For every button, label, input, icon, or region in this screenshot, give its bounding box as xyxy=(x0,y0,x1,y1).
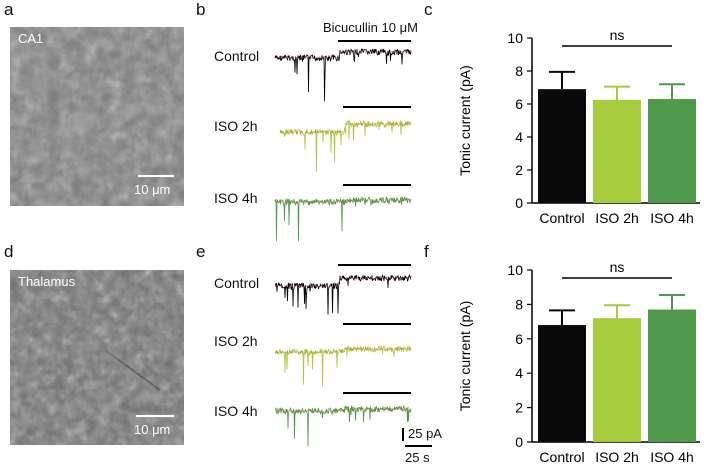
drug-bar xyxy=(338,264,411,266)
y-tick-label: 4 xyxy=(515,365,523,381)
micrograph-scale-bar xyxy=(138,175,174,177)
y-tick-label: 2 xyxy=(515,162,523,178)
x-tick-label: ISO 4h xyxy=(650,210,694,226)
micrograph-region-label: CA1 xyxy=(18,31,44,46)
panel-label-e: e xyxy=(196,242,206,261)
y-tick-label: 8 xyxy=(515,63,523,79)
trace-label-control: Control xyxy=(214,48,260,64)
drug-bar xyxy=(343,184,411,186)
y-tick-label: 4 xyxy=(515,129,523,145)
trace-iso-4h xyxy=(274,404,412,447)
bar-control xyxy=(538,89,586,203)
bar-chart-f: 0 2 4 6 8 10 Tonic current (pA) Control ISO 2h IS… xyxy=(457,259,700,465)
y-tick-label: 6 xyxy=(515,96,523,112)
y-tick-label: 2 xyxy=(515,400,523,416)
trace-control xyxy=(274,48,412,102)
y-tick-label: 8 xyxy=(515,296,523,312)
micrograph-thalamus: Thalamus 10 μm xyxy=(10,270,184,445)
micrograph-scale-label: 10 μm xyxy=(134,182,171,197)
panel-label-c: c xyxy=(424,0,433,19)
y-tick-label: 0 xyxy=(515,195,523,211)
trace-iso-4h xyxy=(274,195,412,242)
drug-bar xyxy=(338,40,411,42)
drug-application-label: Bicucullin 10 μM xyxy=(323,20,418,35)
significance-label: ns xyxy=(610,27,625,43)
x-tick-label: ISO 2h xyxy=(595,449,639,465)
y-axis-label: Tonic current (pA) xyxy=(457,65,473,175)
bar-iso-2h xyxy=(593,318,641,442)
drug-bar xyxy=(343,392,411,394)
bar-iso-4h xyxy=(648,99,696,203)
panel-label-d: d xyxy=(4,242,14,261)
significance-label: ns xyxy=(610,259,625,275)
trace-iso-2h xyxy=(279,119,412,172)
bar-iso-2h xyxy=(593,99,641,203)
time-scale-bar xyxy=(405,445,432,447)
current-scale-label: 25 pA xyxy=(408,426,442,441)
micrograph-ca1-texture xyxy=(10,27,184,206)
panel-label-b: b xyxy=(196,0,206,19)
y-axis-label: Tonic current (pA) xyxy=(457,301,473,411)
trace-label-iso-2h: ISO 2h xyxy=(214,333,258,349)
trace-label-control: Control xyxy=(214,275,260,291)
y-tick-label: 0 xyxy=(515,434,523,450)
x-tick-label: Control xyxy=(539,210,584,226)
y-tick-label: 10 xyxy=(507,30,523,46)
current-scale-bar xyxy=(402,428,404,441)
x-tick-label: ISO 2h xyxy=(595,210,639,226)
x-tick-label: Control xyxy=(539,449,584,465)
trace-label-iso-4h: ISO 4h xyxy=(214,403,258,419)
bar-control xyxy=(538,325,586,442)
micrograph-scale-label: 10 μm xyxy=(134,422,171,437)
trace-label-iso-2h: ISO 2h xyxy=(214,118,258,134)
bar-chart-c: 0 2 4 6 8 10 Tonic current (pA) Control ISO 2h IS… xyxy=(457,27,700,226)
panel-label-f: f xyxy=(424,242,429,261)
drug-bar xyxy=(343,106,411,108)
trace-control xyxy=(274,273,412,315)
bar-iso-4h xyxy=(648,309,696,442)
micrograph-region-label: Thalamus xyxy=(18,274,76,289)
micrograph-scale-bar xyxy=(136,415,174,417)
x-tick-label: ISO 4h xyxy=(650,449,694,465)
micrograph-thalamus-texture xyxy=(10,270,184,445)
y-tick-label: 10 xyxy=(507,262,523,278)
drug-bar xyxy=(343,323,411,325)
panel-label-a: a xyxy=(4,0,14,19)
y-tick-label: 6 xyxy=(515,331,523,347)
time-scale-label: 25 s xyxy=(405,450,430,465)
micrograph-ca1: CA1 10 μm xyxy=(10,27,184,206)
trace-iso-2h xyxy=(274,344,412,387)
trace-label-iso-4h: ISO 4h xyxy=(214,190,258,206)
